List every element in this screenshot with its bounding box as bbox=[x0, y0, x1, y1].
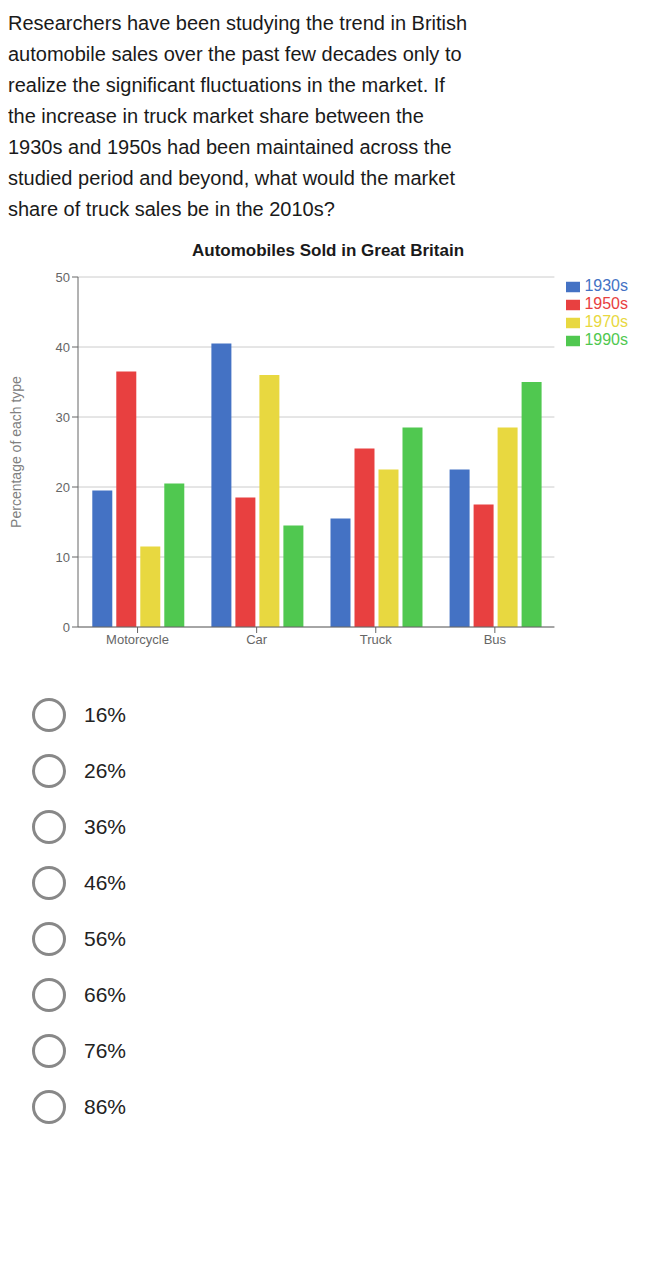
html-text:66%: 66% bbox=[84, 983, 126, 1006]
svg-text:Truck: Truck bbox=[360, 632, 393, 647]
html-text:Automobiles Sold in Great Brit: Automobiles Sold in Great Britain bbox=[192, 241, 464, 260]
svg-text:40: 40 bbox=[56, 340, 70, 355]
html-text:56%: 56% bbox=[84, 927, 126, 950]
svg-text:Motorcycle: Motorcycle bbox=[106, 632, 169, 647]
svg-text:Bus: Bus bbox=[484, 632, 507, 647]
html-text:1970s: 1970s bbox=[584, 313, 628, 330]
svg-text:Car: Car bbox=[246, 632, 268, 647]
html-text:1950s: 1950s bbox=[584, 295, 628, 312]
svg-text:0: 0 bbox=[63, 620, 70, 635]
html-text:36%: 36% bbox=[84, 815, 126, 838]
svg-text:Percentage of each type: Percentage of each type bbox=[8, 376, 24, 528]
html-text:1930s: 1930s bbox=[584, 277, 628, 294]
html-text:46%: 46% bbox=[84, 871, 126, 894]
html-text:26%: 26% bbox=[84, 759, 126, 782]
html-text:1990s: 1990s bbox=[584, 331, 628, 348]
html-text:16%: 16% bbox=[84, 703, 126, 726]
svg-text:30: 30 bbox=[56, 410, 70, 425]
svg-text:10: 10 bbox=[56, 550, 70, 565]
html-text:Researchers have been studying: Researchers have been studying the trend… bbox=[8, 12, 468, 220]
html-text:76%: 76% bbox=[84, 1039, 126, 1062]
svg-text:20: 20 bbox=[56, 480, 70, 495]
html-text:86%: 86% bbox=[84, 1095, 126, 1118]
svg-text:50: 50 bbox=[56, 270, 70, 285]
